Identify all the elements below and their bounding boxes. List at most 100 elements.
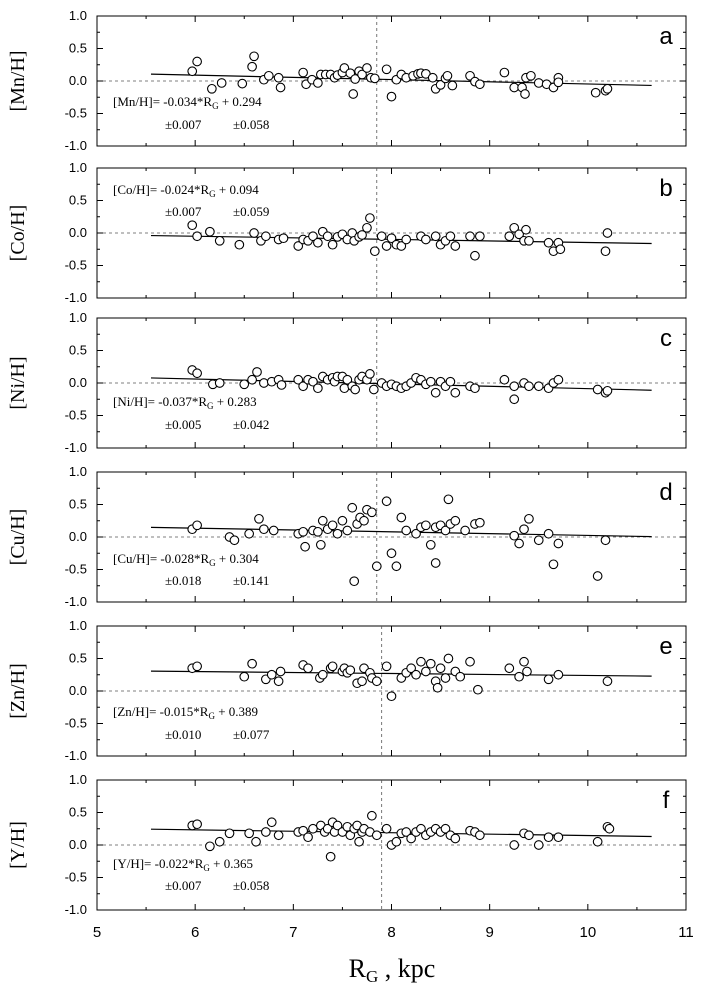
data-point xyxy=(381,496,392,507)
data-point xyxy=(254,513,264,524)
data-point xyxy=(327,239,338,250)
data-point xyxy=(369,73,380,84)
data-point xyxy=(237,78,248,89)
data-point xyxy=(244,828,255,839)
data-point xyxy=(553,374,564,385)
panel-e: 1.0 0.5 0.0 -0.5 -1.0 [Zn/H] e [Zn/H]= -0.015*R… xyxy=(7,618,687,763)
data-point xyxy=(524,830,534,841)
fit-equation: [Zn/H]= -0.015*RG + 0.389 xyxy=(113,704,258,721)
data-point xyxy=(396,241,407,251)
data-point xyxy=(381,823,392,834)
data-point xyxy=(450,515,461,526)
data-point xyxy=(298,67,309,78)
data-point xyxy=(590,87,601,98)
data-point xyxy=(533,381,544,392)
fit-equation-tail: + 0.294 xyxy=(219,94,263,109)
data-point xyxy=(357,676,367,687)
data-point xyxy=(249,51,259,62)
fit-equation-sub: G xyxy=(209,189,216,199)
data-point xyxy=(244,528,255,539)
y-tick-label: -1.0 xyxy=(65,440,87,455)
data-point xyxy=(430,558,441,568)
data-point xyxy=(327,661,338,672)
data-point xyxy=(192,520,202,531)
y-axis-title: [Mn/H] xyxy=(7,50,29,111)
data-point xyxy=(533,840,544,850)
y-tick-label: -1.0 xyxy=(65,594,87,609)
data-point xyxy=(473,684,483,695)
data-point xyxy=(440,823,451,834)
data-point xyxy=(357,69,367,80)
data-point xyxy=(371,561,382,572)
fit-equation: [Ni/H]= -0.037*RG + 0.283 xyxy=(113,394,257,411)
data-point xyxy=(332,820,343,831)
data-point xyxy=(192,819,202,830)
data-point xyxy=(325,851,336,862)
y-tick-label: 1.0 xyxy=(69,464,87,479)
data-point xyxy=(514,671,524,682)
data-point xyxy=(381,661,392,672)
data-point xyxy=(447,80,458,91)
data-point xyxy=(509,222,520,233)
y-tick-label: 0.0 xyxy=(69,529,87,544)
data-point xyxy=(381,64,392,75)
data-point xyxy=(300,541,310,552)
data-point xyxy=(192,661,202,672)
data-point xyxy=(440,673,451,683)
data-point xyxy=(526,70,536,81)
data-point xyxy=(303,663,313,674)
data-point xyxy=(224,828,235,839)
data-point xyxy=(229,535,240,546)
data-point xyxy=(475,79,485,90)
data-point xyxy=(391,836,402,847)
y-tick-label: 0.5 xyxy=(69,497,87,512)
data-point xyxy=(440,525,451,536)
data-point xyxy=(308,231,318,242)
data-point xyxy=(499,67,510,78)
data-point xyxy=(401,525,412,536)
x-tick-label: 5 xyxy=(93,924,101,941)
data-point xyxy=(521,224,531,235)
data-point xyxy=(376,231,387,242)
data-point xyxy=(249,228,259,238)
data-point xyxy=(450,241,461,251)
data-point xyxy=(293,241,304,251)
data-point xyxy=(465,656,475,667)
data-point xyxy=(260,231,271,242)
fit-slope-error: ±0.007 xyxy=(165,117,202,132)
data-point xyxy=(192,231,202,242)
fit-line xyxy=(150,234,652,245)
fit-slope-error: ±0.007 xyxy=(165,204,202,219)
data-point xyxy=(247,61,257,72)
data-point xyxy=(602,83,613,94)
fit-line xyxy=(150,73,652,87)
data-point xyxy=(369,246,380,257)
data-point xyxy=(427,72,438,83)
data-point xyxy=(602,385,613,396)
y-tick-label: -0.5 xyxy=(65,716,87,731)
data-point xyxy=(406,833,416,844)
data-point xyxy=(313,237,323,248)
data-point xyxy=(273,72,284,83)
data-point xyxy=(259,378,269,388)
data-point xyxy=(365,369,375,379)
data-point xyxy=(349,576,360,587)
data-point xyxy=(386,91,397,102)
data-point xyxy=(460,525,470,536)
data-point xyxy=(214,836,225,847)
data-point xyxy=(509,530,520,541)
data-point xyxy=(553,538,564,549)
fit-equation-sub: G xyxy=(203,863,210,873)
data-point xyxy=(313,383,323,394)
data-point xyxy=(187,220,198,231)
y-tick-label: 0.0 xyxy=(69,683,87,698)
fit-equation-sub: G xyxy=(209,558,216,568)
data-point xyxy=(509,840,520,850)
panel-letter: c xyxy=(660,325,672,352)
y-axis-title: [Co/H] xyxy=(7,205,29,262)
data-point xyxy=(313,526,323,537)
y-tick-label: 0.0 xyxy=(69,837,87,852)
data-point xyxy=(357,230,367,240)
data-point xyxy=(396,512,407,523)
data-point xyxy=(251,836,261,847)
